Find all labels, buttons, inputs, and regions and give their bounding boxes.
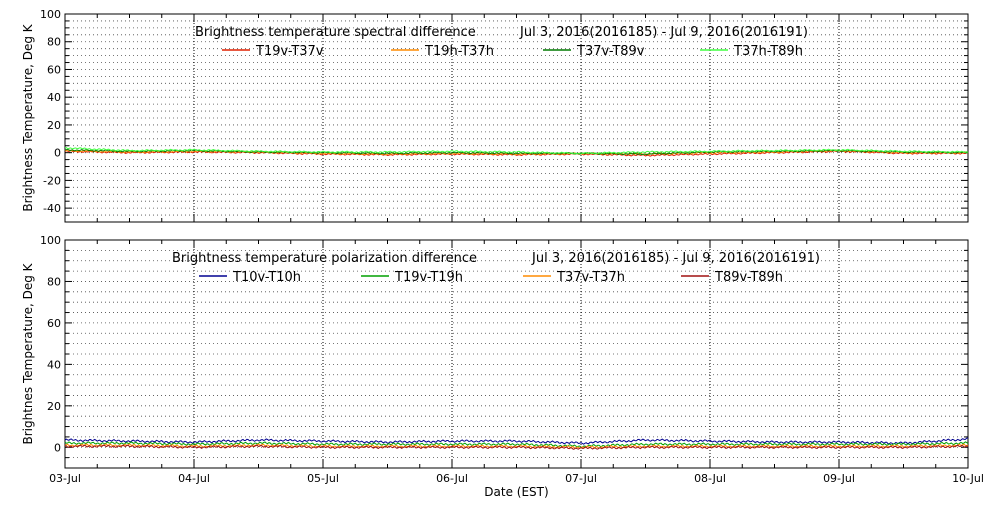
plot-frame <box>64 13 969 223</box>
y-tick-label: 0 <box>54 147 61 160</box>
series-line-T19v-T37v <box>64 150 968 157</box>
legend-label: T37v-T89v <box>576 44 645 59</box>
y-tick-label: 80 <box>47 36 61 49</box>
series-line-T19v-T19h <box>64 441 969 448</box>
y-tick-label: -40 <box>43 202 61 215</box>
y-tick-label: 20 <box>47 119 61 132</box>
y-tick-label: 60 <box>47 317 61 330</box>
chart-title: Brightness temperature polarization diff… <box>172 251 477 266</box>
legend-label: T10v-T10h <box>232 270 301 285</box>
y-tick-label: 0 <box>54 441 61 454</box>
y-tick-label: 20 <box>47 400 61 413</box>
legend-label: T37h-T89h <box>733 44 803 59</box>
series-line-T37v-T37h <box>64 443 969 449</box>
y-tick-label: 60 <box>47 63 61 76</box>
x-tick-label: 09-Jul <box>823 472 855 485</box>
x-tick-label: 10-Jul <box>952 472 984 485</box>
y-axis-label: Brightness Temperature, Deg K <box>21 23 35 211</box>
chart-date-range: Jul 3, 2016(2016185) - Jul 9, 2016(20161… <box>531 251 820 266</box>
chart-title: Brightness temperature spectral differen… <box>195 25 476 40</box>
x-tick-label: 03-Jul <box>49 472 81 485</box>
y-tick-label: 80 <box>47 275 61 288</box>
panel-2: 0 20 40 60 80 100 03-Jul 04-Jul 05-Jul 06-Jul 07-J… <box>21 234 984 499</box>
y-axis-label: Brightnes Temperature, Deg K <box>21 262 35 444</box>
y-tick-label: 100 <box>40 234 61 247</box>
panel-1: -40 -20 0 20 40 60 80 100 Brightness Temperature… <box>21 8 969 223</box>
x-tick-label: 05-Jul <box>307 472 339 485</box>
y-tick-label: 100 <box>40 8 61 21</box>
x-tick-label: 04-Jul <box>178 472 210 485</box>
plot-frame <box>64 239 969 469</box>
chart-date-range: Jul 3, 2016(2016185) - Jul 9, 2016(20161… <box>519 25 808 40</box>
y-tick-label: 40 <box>47 91 61 104</box>
y-tick-label: 40 <box>47 358 61 371</box>
legend-label: T19v-T19h <box>394 270 463 285</box>
x-tick-label: 06-Jul <box>436 472 468 485</box>
x-tick-label: 08-Jul <box>694 472 726 485</box>
series-line-T10v-T10h <box>64 437 969 445</box>
legend-label: T89v-T89h <box>714 270 783 285</box>
legend-label: T19h-T37h <box>424 44 494 59</box>
legend-label: T37v-T37h <box>556 270 625 285</box>
series-line-T37h-T89h <box>64 147 969 155</box>
y-tick-label: -20 <box>43 174 61 187</box>
legend-label: T19v-T37v <box>255 44 324 59</box>
x-axis-label: Date (EST) <box>484 485 548 499</box>
series-line-T89v-T89h <box>64 444 969 450</box>
x-tick-label: 07-Jul <box>565 472 597 485</box>
